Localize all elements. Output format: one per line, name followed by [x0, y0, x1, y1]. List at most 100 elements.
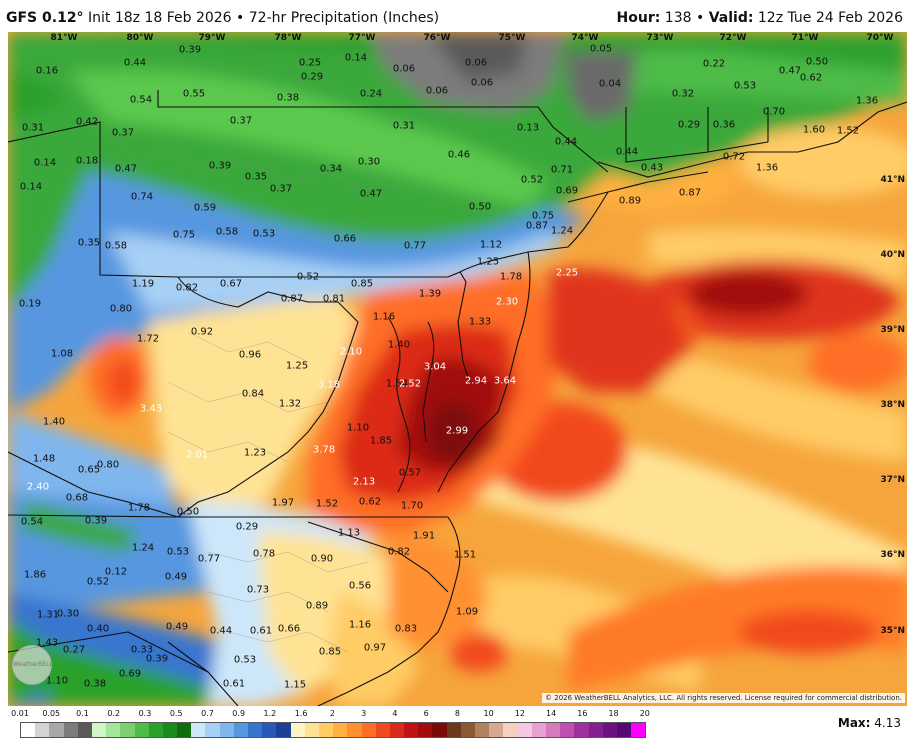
longitude-label: 81°W [50, 33, 78, 43]
precip-point-value: 0.43 [640, 162, 664, 174]
precip-point-value: 1.12 [479, 239, 503, 251]
precip-point-value: 0.65 [77, 464, 101, 476]
legend-tick-label: 0.2 [107, 709, 121, 718]
precip-point-value: 0.37 [269, 183, 293, 195]
legend-swatch [219, 723, 234, 737]
precip-point-value: 0.14 [33, 157, 57, 169]
precip-point-value: 2.10 [339, 346, 363, 358]
longitude-label: 75°W [498, 33, 526, 43]
legend-swatch [631, 723, 646, 737]
precip-point-value: 3.78 [312, 444, 336, 456]
precip-point-value: 0.27 [62, 644, 86, 656]
precip-point-value: 0.47 [359, 188, 383, 200]
precip-point-value: 0.85 [318, 646, 342, 658]
precip-point-value: 0.54 [129, 94, 153, 106]
precip-point-value: 0.39 [208, 160, 232, 172]
precip-point-value: 0.22 [702, 58, 726, 70]
precip-point-value: 0.47 [114, 163, 138, 175]
legend-tick-label: 20 [639, 709, 650, 718]
precip-point-value: 0.50 [805, 56, 829, 68]
precip-point-value: 0.97 [363, 642, 387, 654]
longitude-label: 71°W [791, 33, 819, 43]
legend-swatch [49, 723, 64, 737]
longitude-label: 80°W [126, 33, 154, 43]
precip-point-value: 0.39 [145, 653, 169, 665]
legend-swatch [460, 723, 475, 737]
precip-point-value: 0.04 [598, 78, 622, 90]
precip-point-value: 1.31 [36, 609, 60, 621]
precip-point-value: 1.52 [315, 498, 339, 510]
legend-tick-label: 3 [361, 709, 367, 718]
precip-point-value: 0.85 [350, 278, 374, 290]
precip-point-value: 0.58 [215, 226, 239, 238]
copyright-notice: © 2026 WeatherBELL Analytics, LLC. All r… [542, 693, 905, 703]
precip-point-value: 0.36 [712, 119, 736, 131]
precip-point-value: 0.80 [109, 303, 133, 315]
precip-point-value: 2.52 [398, 378, 422, 390]
legend-swatch [389, 723, 405, 737]
legend-tick-label: 8 [454, 709, 460, 718]
precip-point-value: 1.72 [136, 333, 160, 345]
precip-point-value: 1.91 [412, 530, 436, 542]
precip-point-value: 1.40 [42, 416, 66, 428]
legend-swatch [404, 723, 419, 737]
precip-point-value: 0.46 [447, 149, 471, 161]
latitude-label: 40°N [880, 250, 905, 260]
header-bar: GFS 0.12° Init 18z 18 Feb 2026 • 72-hr P… [0, 0, 913, 32]
legend-swatch [120, 723, 135, 737]
legend-swatch [162, 723, 178, 737]
precip-point-value: 0.75 [531, 210, 555, 222]
precip-point-value: 0.82 [175, 282, 199, 294]
legend-swatch [531, 723, 546, 737]
precip-point-value: 0.18 [75, 155, 99, 167]
precip-point-value: 0.13 [516, 122, 540, 134]
precip-point-value: 1.16 [372, 311, 396, 323]
precip-point-value: 0.06 [464, 57, 488, 69]
precip-point-value: 0.54 [20, 516, 44, 528]
valid-label: Valid: [708, 10, 754, 26]
precip-point-value: 0.53 [252, 228, 276, 240]
precip-point-value: 0.62 [358, 496, 382, 508]
legend-tick-label: 12 [514, 709, 525, 718]
legend-swatch [560, 723, 575, 737]
legend-swatch [375, 723, 390, 737]
precip-point-value: 1.54 [385, 378, 409, 390]
precip-point-value: 0.32 [671, 88, 695, 100]
precip-point-value: 0.70 [762, 106, 786, 118]
precip-point-value: 0.30 [56, 608, 80, 620]
legend-swatch [205, 723, 220, 737]
legend-swatch [148, 723, 163, 737]
product-name: 72-hr Precipitation (Inches) [248, 10, 440, 26]
weatherbell-logo: WeatherBELL [12, 645, 53, 685]
precip-point-value: 1.48 [32, 453, 56, 465]
precip-point-value: 0.31 [392, 120, 416, 132]
legend-tick-label: 2 [329, 709, 335, 718]
hour-value: 138 [664, 10, 692, 26]
precip-point-value: 0.96 [238, 349, 262, 361]
legend-tick-label: 6 [423, 709, 429, 718]
precip-point-value: 1.08 [50, 348, 74, 360]
legend-swatch [446, 723, 461, 737]
precip-point-value: 0.68 [65, 492, 89, 504]
legend-tick-label: 16 [577, 709, 588, 718]
precip-point-value: 2.30 [495, 296, 519, 308]
precip-point-value: 0.47 [778, 65, 802, 77]
precip-point-value: 1.25 [285, 360, 309, 372]
legend-tick-label: 0.5 [169, 709, 183, 718]
latitude-label: 37°N [880, 475, 905, 485]
precip-point-value: 0.50 [176, 506, 200, 518]
precip-point-value: 0.05 [589, 43, 613, 55]
precip-point-value: 0.69 [118, 668, 142, 680]
precip-field [8, 32, 907, 706]
precip-point-value: 1.78 [127, 502, 151, 514]
precip-point-value: 3.18 [317, 379, 341, 391]
precip-point-value: 0.62 [799, 72, 823, 84]
precip-point-value: 0.81 [322, 293, 346, 305]
precip-point-value: 1.40 [387, 339, 411, 351]
precip-point-value: 0.67 [219, 278, 243, 290]
precip-point-value: 0.77 [403, 240, 427, 252]
legend-tick-label: 0.7 [201, 709, 214, 718]
precip-point-value: 0.44 [615, 146, 639, 158]
precip-point-value: 0.84 [241, 388, 265, 400]
legend-swatch [262, 723, 277, 737]
